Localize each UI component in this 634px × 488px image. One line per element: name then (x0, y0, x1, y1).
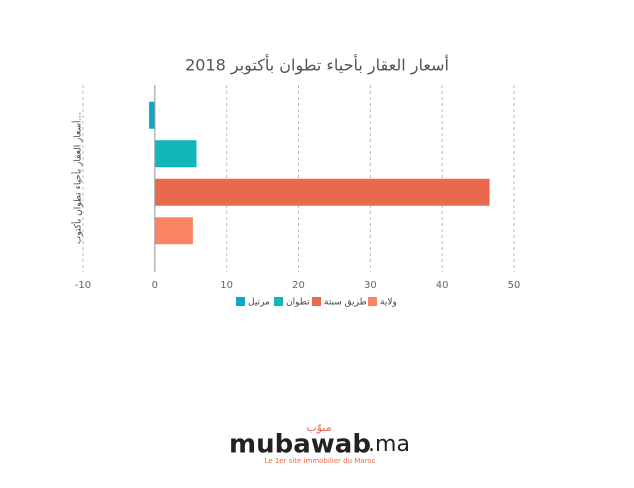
legend-swatch (312, 297, 321, 306)
bar (149, 101, 155, 129)
logo-domain: .ma (368, 432, 410, 457)
bar (154, 217, 193, 245)
x-tick-label: 0 (152, 280, 158, 291)
legend-label: طريق سبتة (324, 298, 367, 308)
legend-label: تطوان (286, 298, 310, 308)
legend-swatch (236, 297, 245, 306)
legend-label: مرتيل (248, 298, 270, 308)
x-tick-label: -10 (75, 280, 91, 291)
chart-title: أسعار العقار بأحياء تطوان بأكتوبر 2018 (185, 54, 449, 76)
logo-name: mubawab (229, 430, 371, 460)
logo-tagline: Le 1er site immobilier du Maroc (265, 457, 376, 465)
bar (154, 140, 197, 168)
legend-swatch (368, 297, 377, 306)
legend-label: ولاية (380, 298, 397, 308)
x-tick-label: 50 (508, 280, 521, 291)
legend-swatch (274, 297, 283, 306)
x-tick-label: 30 (364, 280, 377, 291)
y-axis-label: أسعار العقار بأحياء تطوان بأكتوب... (71, 112, 84, 244)
x-tick-label: 20 (292, 280, 305, 291)
bar (154, 178, 490, 206)
x-tick-label: 10 (220, 280, 233, 291)
logo-arabic: مبوّب (306, 421, 331, 434)
logo: مبوّب mubawab .ma Le 1er site immobilier… (229, 421, 410, 465)
x-tick-label: 40 (436, 280, 449, 291)
